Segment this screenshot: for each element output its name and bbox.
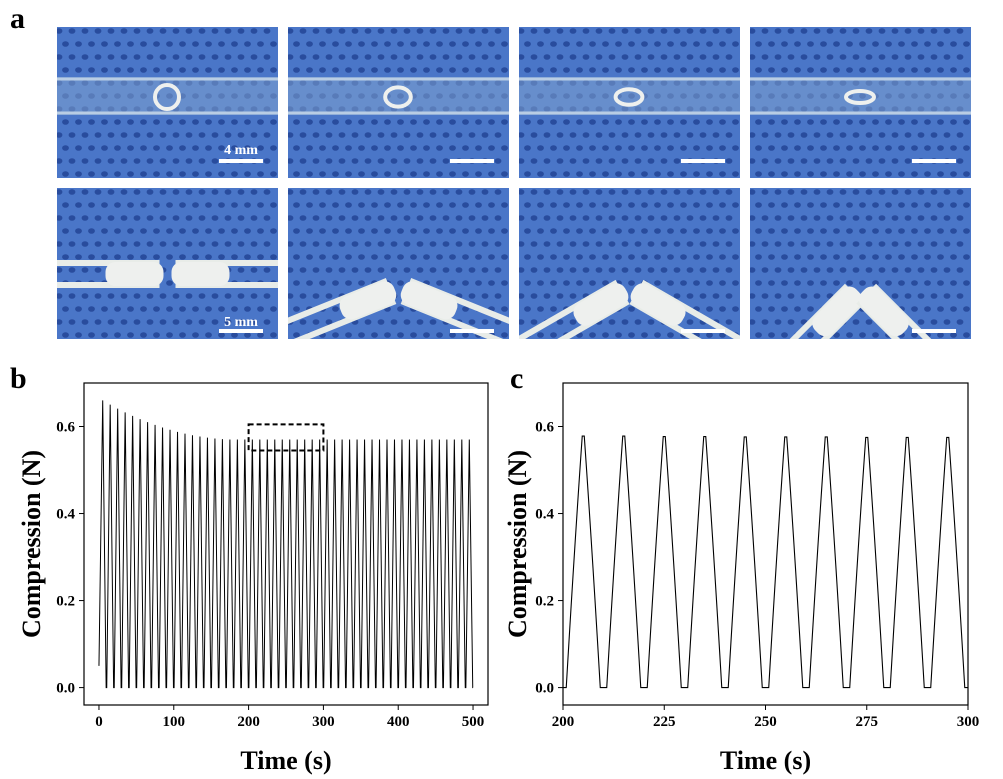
scale-bar <box>450 329 494 333</box>
capillary <box>288 77 509 115</box>
y-tick-label: 0.6 <box>535 420 554 436</box>
chart-b: 0 100 200 300 400 500 0.0 0.2 0.4 0.6 Time (s) Comp… <box>17 382 489 775</box>
photo-tube-2 <box>288 188 509 339</box>
y-tick-label: 0.6 <box>56 420 75 436</box>
photo-tube-1: 5 mm <box>57 188 278 339</box>
ring-sample <box>613 87 645 107</box>
fabric-background <box>288 188 509 339</box>
tweezer-arm <box>288 278 397 339</box>
photo-ring-1: 4 mm <box>57 27 278 178</box>
y-tick-label: 0.4 <box>535 507 554 523</box>
tweezer-arm <box>400 278 509 339</box>
y-tick-label: 0.2 <box>56 594 75 610</box>
series-line <box>563 435 968 689</box>
scale-bar <box>912 329 956 333</box>
ring-sample <box>383 85 413 109</box>
fabric-background <box>750 188 971 339</box>
scale-bar <box>450 159 494 163</box>
capillary <box>519 77 740 115</box>
x-tick-label: 200 <box>552 714 575 730</box>
plot-frame <box>562 382 969 706</box>
x-tick-label: 400 <box>387 714 410 730</box>
series-line <box>98 400 474 689</box>
photo-ring-3 <box>519 27 740 178</box>
tweezer-arm <box>519 279 630 339</box>
y-axis-label: Compression (N) <box>503 450 532 638</box>
y-tick-label: 0.0 <box>56 681 75 697</box>
capillary <box>750 77 971 115</box>
photo-tube-3 <box>519 188 740 339</box>
scale-bar-label: 5 mm <box>224 315 258 330</box>
scale-bar <box>219 159 263 163</box>
tweezer-arm <box>171 260 278 288</box>
scale-bar <box>681 329 725 333</box>
y-tick-label: 0.0 <box>535 681 554 697</box>
photo-ring-4 <box>750 27 971 178</box>
scale-bar <box>912 159 956 163</box>
x-axis-label: Time (s) <box>240 746 331 775</box>
y-tick-label: 0.2 <box>535 594 554 610</box>
ring-sample <box>153 83 181 111</box>
x-axis-label: Time (s) <box>720 746 811 775</box>
panel-label-c: c <box>510 362 524 395</box>
x-tick-label: 225 <box>653 714 676 730</box>
plot-frame <box>83 382 489 706</box>
x-tick-label: 250 <box>754 714 777 730</box>
x-tick-label: 300 <box>957 714 980 730</box>
panel-label-b: b <box>10 362 27 395</box>
y-axis-label: Compression (N) <box>17 450 46 638</box>
tweezer-arm <box>750 283 865 339</box>
x-tick-label: 300 <box>312 714 335 730</box>
scale-bar <box>681 159 725 163</box>
tweezer-arm <box>57 260 164 288</box>
highlight-box <box>247 423 325 452</box>
fabric-texture <box>750 189 970 338</box>
tweezer-arm <box>856 283 971 339</box>
y-tick-label: 0.4 <box>56 507 75 523</box>
x-tick-label: 0 <box>95 714 103 730</box>
x-tick-label: 200 <box>237 714 260 730</box>
x-tick-label: 275 <box>856 714 879 730</box>
ring-sample <box>844 89 876 105</box>
photo-ring-2 <box>288 27 509 178</box>
scale-bar <box>219 329 263 333</box>
scale-bar-label: 4 mm <box>224 143 258 158</box>
photo-tube-4 <box>750 188 971 339</box>
panel-label-a: a <box>10 2 25 35</box>
x-tick-label: 500 <box>462 714 485 730</box>
x-tick-label: 100 <box>163 714 186 730</box>
fabric-background <box>519 188 740 339</box>
tweezer-arm <box>629 279 740 339</box>
